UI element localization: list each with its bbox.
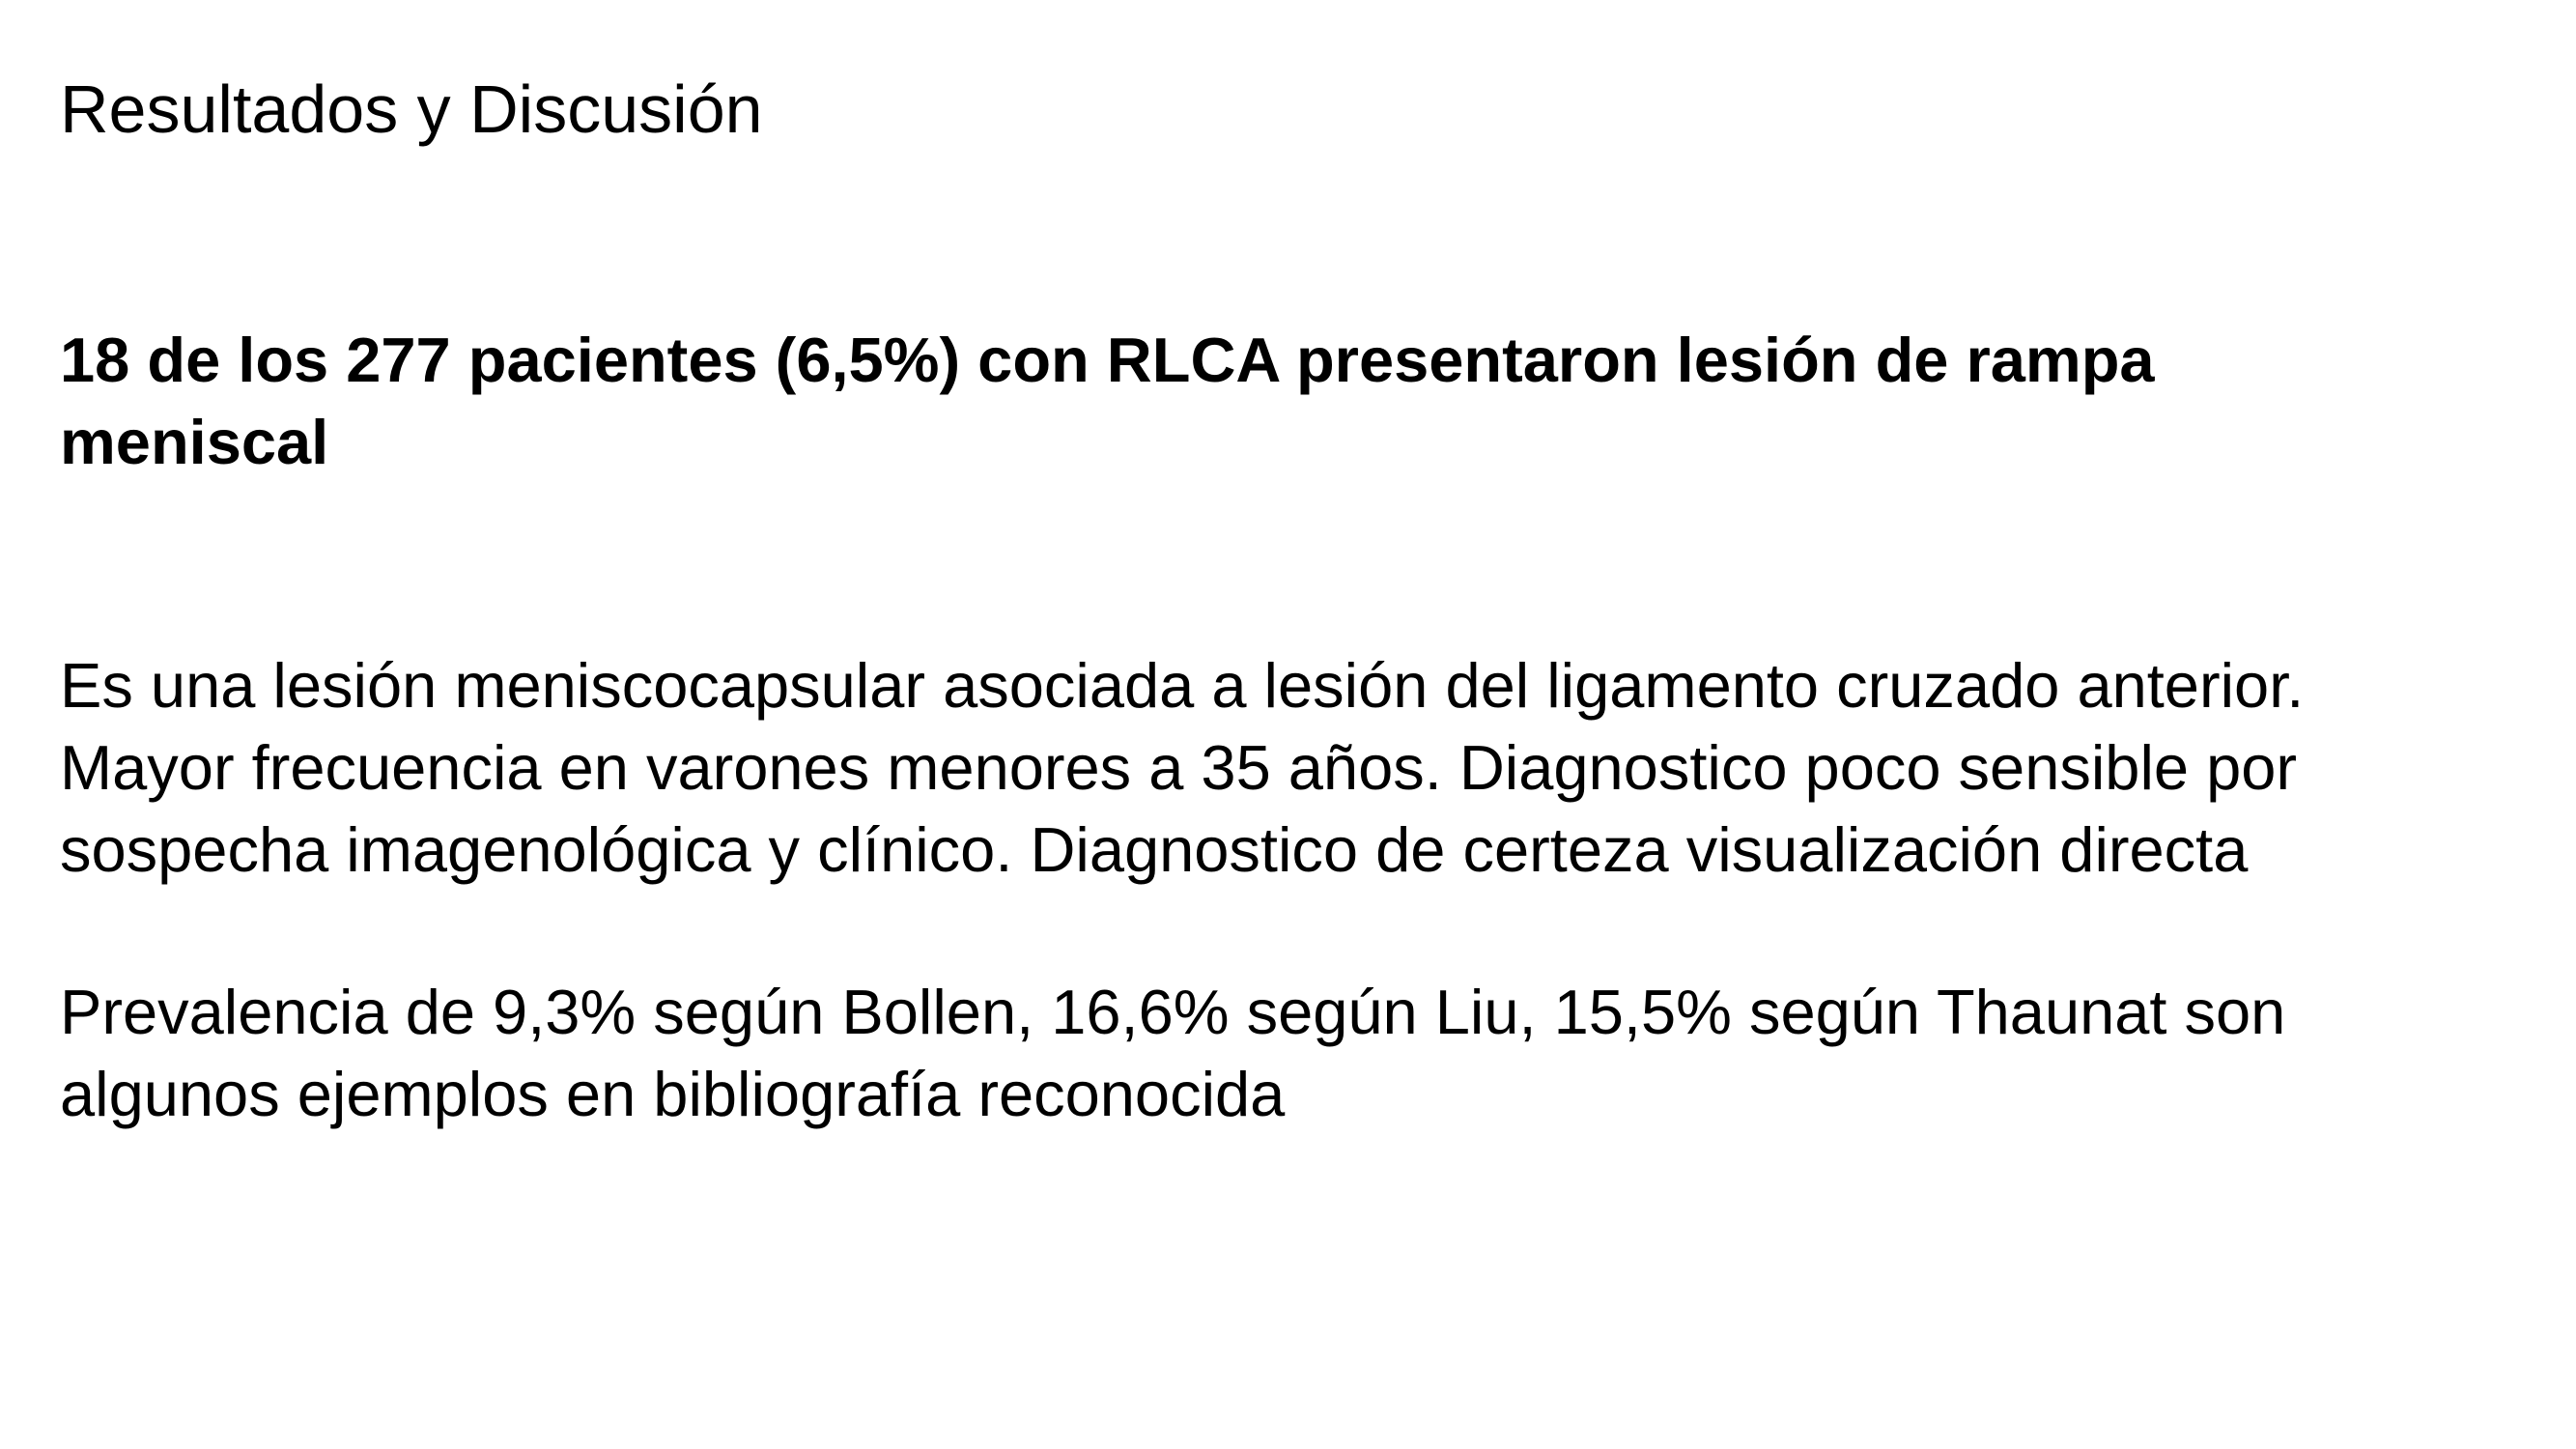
heading-line: meniscal [60,407,329,477]
paragraph-line: Mayor frecuencia en varones menores a 35… [60,732,2298,803]
heading-line: 18 de los 277 pacientes (6,5%) con RLCA … [60,325,2155,395]
paragraph-line: algunos ejemplos en bibliografía reconoc… [60,1059,1286,1129]
key-finding-heading: 18 de los 277 pacientes (6,5%) con RLCA … [60,319,2155,483]
paragraph-line: Es una lesión meniscocapsular asociada a… [60,650,2305,721]
paragraph-line: sospecha imagenológica y clínico. Diagno… [60,814,2249,885]
description-paragraph: Es una lesión meniscocapsular asociada a… [60,644,2304,891]
prevalence-paragraph: Prevalencia de 9,3% según Bollen, 16,6% … [60,971,2285,1135]
slide-title: Resultados y Discusión [60,71,763,147]
paragraph-line: Prevalencia de 9,3% según Bollen, 16,6% … [60,977,2286,1047]
